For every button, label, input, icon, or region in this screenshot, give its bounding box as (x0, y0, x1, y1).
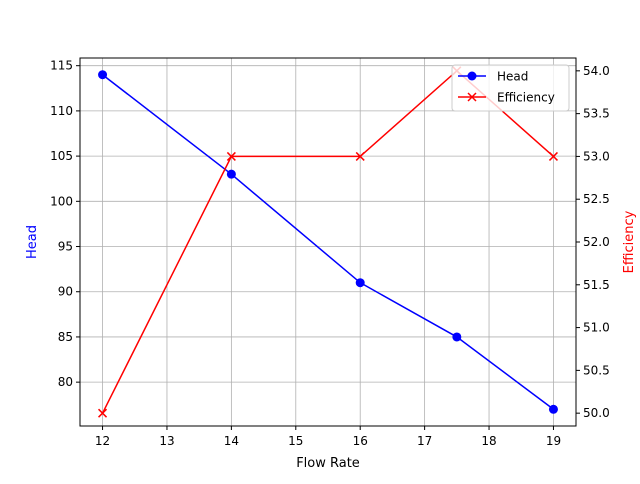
series-line-head (102, 74, 554, 410)
x-tick-label: 13 (159, 434, 174, 448)
y-right-tick-label: 50.5 (583, 363, 610, 377)
y-right-tick-label: 52.5 (583, 192, 610, 206)
legend-label: Efficiency (497, 91, 555, 105)
marker-circle (452, 332, 462, 342)
y-right-tick-label: 54.0 (583, 64, 610, 78)
y-tick-label: 85 (58, 330, 73, 344)
y-right-tick-label: 52.0 (583, 235, 610, 249)
marker-circle (226, 169, 236, 179)
x-tick-label: 19 (546, 434, 561, 448)
y-right-tick-label: 51.0 (583, 321, 610, 335)
x-tick-label: 15 (288, 434, 303, 448)
marker-circle (548, 404, 558, 414)
y-tick-label: 115 (50, 59, 73, 73)
y-axis-left-ticks: 80 85 90 95 100 105 110 115 (50, 59, 80, 389)
y-right-tick-label: 53.5 (583, 107, 610, 121)
y-tick-label: 80 (58, 375, 73, 389)
y-tick-label: 110 (50, 104, 73, 118)
marker-x (226, 151, 236, 161)
y-tick-label: 100 (50, 194, 73, 208)
marker-x (548, 151, 558, 161)
x-tick-label: 14 (224, 434, 239, 448)
y-right-tick-label: 51.5 (583, 278, 610, 292)
x-axis-ticks: 12 13 14 15 16 17 18 19 (95, 426, 561, 448)
y-right-tick-label: 53.0 (583, 149, 610, 163)
legend-label: Head (497, 70, 528, 84)
series-line-efficiency (101, 69, 554, 414)
x-tick-label: 18 (481, 434, 496, 448)
y-axis-right-label: Efficiency (622, 210, 637, 273)
y-tick-label: 105 (50, 149, 73, 163)
x-tick-label: 12 (95, 434, 110, 448)
y-axis-left-label: Head (25, 225, 40, 259)
marker-circle (98, 70, 108, 80)
marker-circle (467, 71, 477, 81)
x-tick-label: 16 (353, 434, 368, 448)
x-tick-label: 17 (417, 434, 432, 448)
marker-x (467, 92, 477, 102)
marker-x (98, 408, 108, 418)
y-axis-right-ticks: 50.0 50.5 51.0 51.5 52.0 52.5 53.0 53.5 54.0 (576, 64, 610, 420)
legend: Head Efficiency (451, 64, 570, 112)
y-tick-label: 90 (58, 285, 73, 299)
y-right-tick-label: 50.0 (583, 406, 610, 420)
x-axis-label: Flow Rate (296, 456, 360, 471)
y-tick-label: 95 (58, 240, 73, 254)
marker-circle (355, 278, 365, 288)
marker-x (355, 151, 365, 161)
